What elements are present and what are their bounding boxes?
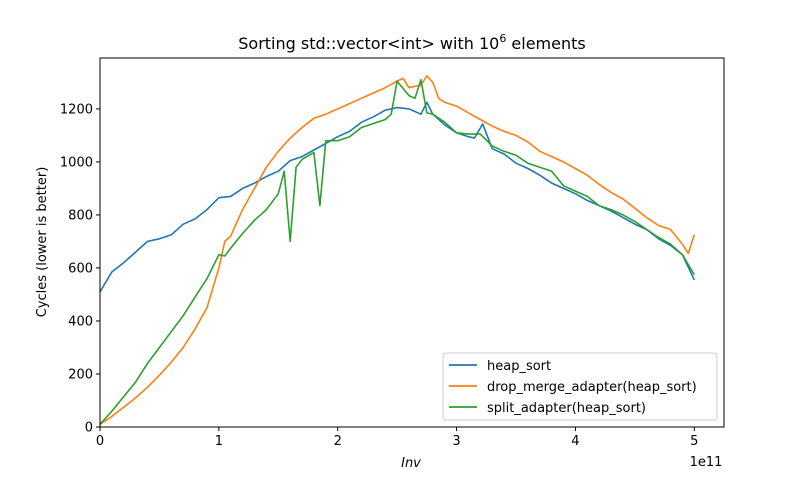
series-group	[100, 75, 696, 425]
legend-box	[442, 352, 718, 421]
y-tick-label: 1200	[60, 102, 93, 117]
legend-label: split_adapter(heap_sort)	[487, 401, 646, 416]
y-tick-label: 400	[68, 314, 93, 329]
x-tick-label: 4	[571, 434, 579, 449]
x-tick-label: 1	[215, 434, 223, 449]
series-line-heap-sort	[100, 101, 696, 293]
y-tick-label: 0	[85, 421, 93, 436]
y-tick-label: 800	[68, 208, 93, 223]
x-tick-label: 2	[334, 434, 342, 449]
title-superscript: 6	[499, 32, 506, 45]
x-axis-label: Inv	[401, 456, 421, 471]
x-tick-label: 3	[452, 434, 460, 449]
y-tick-label: 600	[68, 261, 93, 276]
x-tick-label: 0	[96, 434, 104, 449]
x-tick-label: 5	[690, 434, 698, 449]
axes-frame	[99, 57, 725, 428]
plot-area: 0 1 2 3 4 5 0 200 400 600 800 1000 1200	[60, 57, 725, 449]
y-axis-label: Cycles (lower is better)	[35, 167, 50, 318]
y-tick-label: 1000	[60, 155, 93, 170]
x-offset-label: 1e11	[690, 455, 723, 470]
series-line-split-adapter-heap-sort-	[100, 78, 695, 425]
legend-label: drop_merge_adapter(heap_sort)	[487, 380, 697, 395]
series-line-drop-merge-adapter-heap-sort-	[100, 75, 696, 425]
y-tick-label: 200	[68, 367, 93, 382]
legend-label: heap_sort	[487, 359, 551, 374]
legend: heap_sort drop_merge_adapter(heap_sort)sp…	[442, 352, 718, 421]
chart-title: Sorting std::vector<int> with 106 elemen…	[238, 32, 585, 53]
